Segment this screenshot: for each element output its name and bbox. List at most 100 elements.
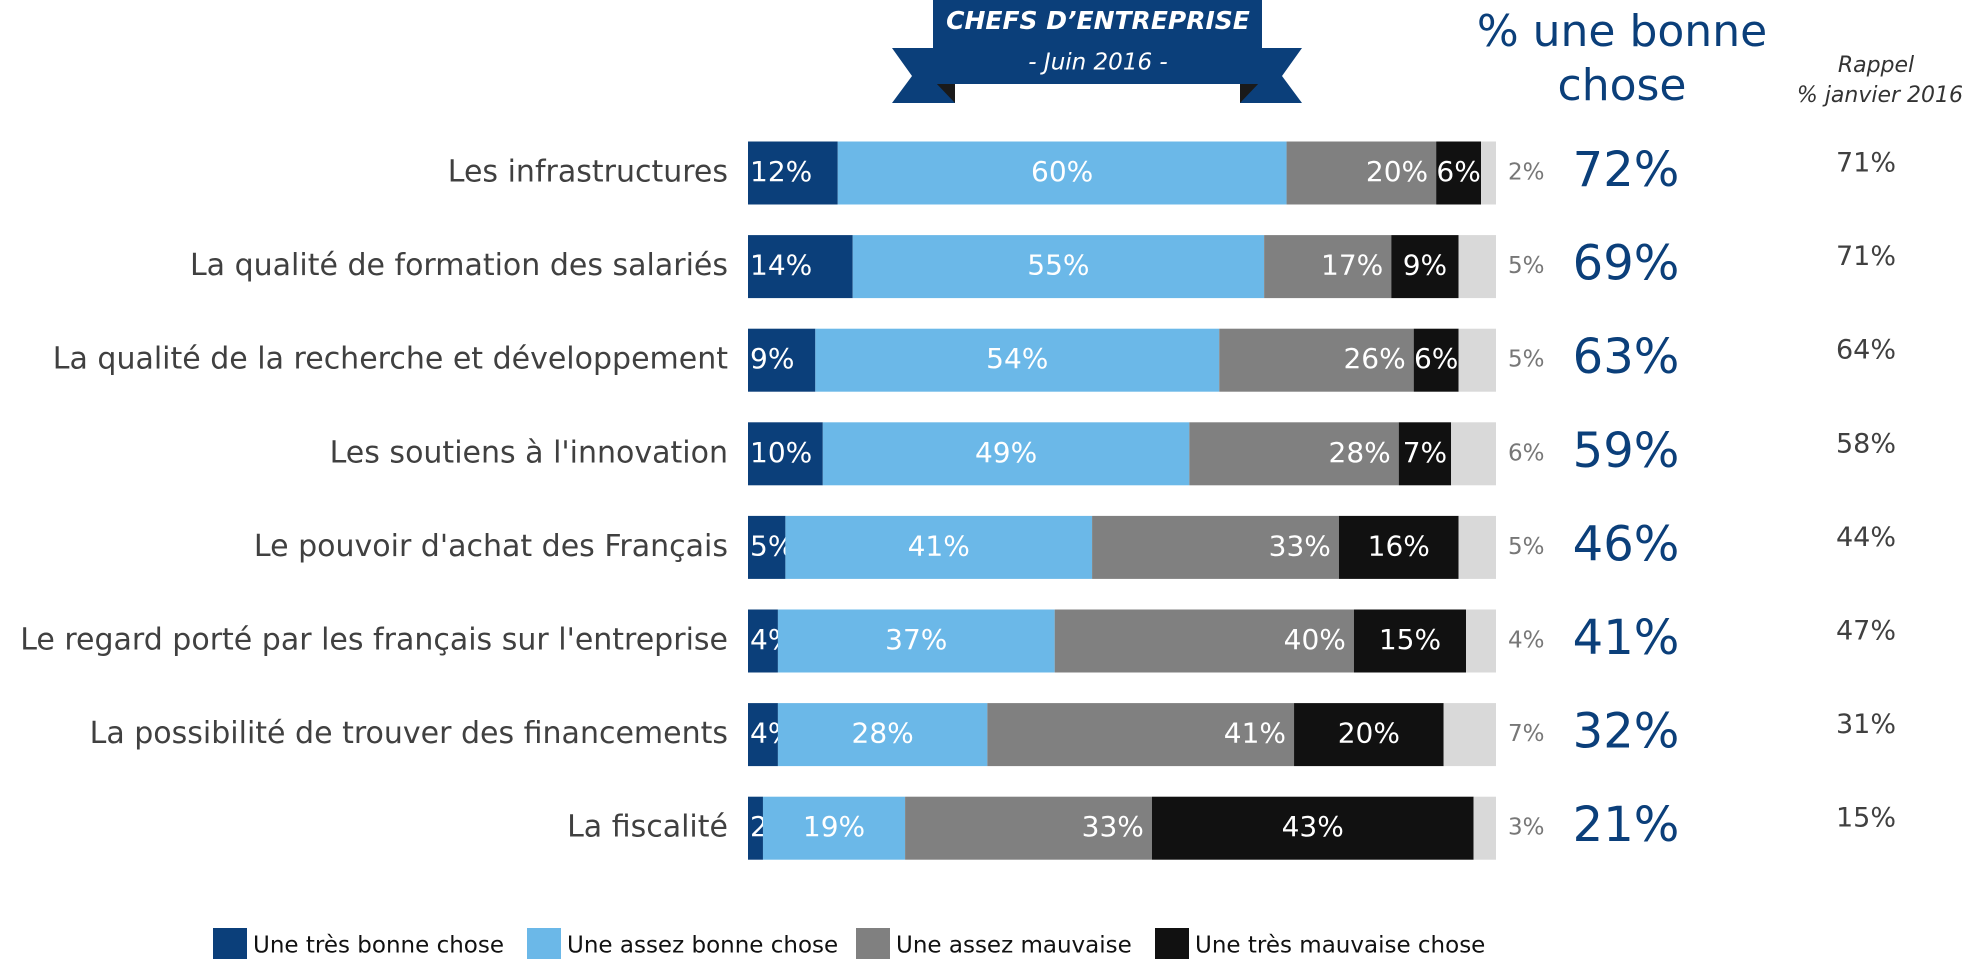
bar-segment: [1436, 141, 1482, 205]
bar-segment: [1413, 328, 1459, 392]
ribbon-fold: [935, 82, 955, 103]
data-label: 6%: [1508, 440, 1545, 466]
bar-segment: [777, 703, 988, 767]
legend-label: Une assez bonne chose: [567, 933, 838, 959]
data-label: 9%: [1403, 249, 1447, 282]
bar-segment: [748, 328, 816, 392]
bar-segment: [1443, 703, 1496, 767]
bar-segment: [905, 796, 1152, 860]
banner-subtitle: - Juin 2016 -: [1028, 50, 1167, 76]
data-label: 33%: [1082, 810, 1144, 843]
data-label: 40%: [1284, 623, 1346, 656]
data-label: 14%: [750, 249, 812, 282]
legend-swatch: [213, 928, 247, 959]
data-label: 6%: [1436, 155, 1480, 188]
column-title: % janvier 2016: [1797, 83, 1963, 108]
good-value: 72%: [1573, 142, 1680, 198]
data-label: 5%: [1508, 253, 1545, 279]
data-label: 7%: [1403, 436, 1447, 469]
data-label: 20%: [1338, 717, 1400, 750]
bar-segment: [785, 515, 1093, 579]
bar-segment: [1458, 235, 1496, 299]
bar-segment: [1451, 422, 1496, 486]
bar-segment: [748, 422, 823, 486]
bar-segment: [1151, 796, 1474, 860]
column-title: chose: [1558, 60, 1687, 111]
bar-segment: [1054, 609, 1354, 673]
data-label: 16%: [1368, 529, 1430, 562]
recall-value: 15%: [1836, 803, 1896, 834]
bar-segment: [1398, 422, 1452, 486]
legend-swatch: [1155, 928, 1189, 959]
good-value: 59%: [1573, 423, 1680, 479]
data-label: 3%: [1508, 815, 1545, 841]
data-label: 12%: [750, 155, 812, 188]
good-value: 46%: [1573, 516, 1680, 572]
bar-segment: [1466, 609, 1496, 673]
data-label: 26%: [1343, 342, 1405, 375]
bar-segment: [1264, 235, 1392, 299]
bar-segment: [748, 796, 763, 860]
data-label: 49%: [975, 436, 1037, 469]
data-label: 17%: [1321, 249, 1383, 282]
category-label: La possibilité de trouver des financemen…: [90, 716, 728, 751]
category-label: Les soutiens à l'innovation: [330, 435, 728, 470]
bar-segment: [1338, 515, 1459, 579]
bar-segment: [748, 609, 778, 673]
legend-label: Une assez mauvaise: [896, 933, 1132, 959]
data-label: 9%: [750, 342, 794, 375]
good-value: 21%: [1573, 797, 1680, 853]
data-label: 6%: [1414, 342, 1458, 375]
bar-segment: [748, 235, 853, 299]
bar-segment: [1458, 328, 1496, 392]
recall-value: 47%: [1836, 616, 1896, 647]
category-label: La qualité de formation des salariés: [190, 248, 728, 283]
good-value: 63%: [1573, 329, 1680, 385]
data-label: 19%: [803, 810, 865, 843]
bar-segment: [1481, 141, 1496, 205]
bar-segment: [815, 328, 1220, 392]
column-title: Rappel: [1838, 53, 1914, 78]
data-label: 60%: [1031, 155, 1093, 188]
data-label: 5%: [1508, 534, 1545, 560]
data-label: 15%: [1379, 623, 1441, 656]
recall-value: 44%: [1836, 522, 1896, 553]
bar-segment: [1092, 515, 1339, 579]
bar-segment: [762, 796, 906, 860]
category-label: La qualité de la recherche et développem…: [53, 342, 728, 377]
data-label: 28%: [852, 717, 914, 750]
bar-segment: [987, 703, 1295, 767]
data-label: 43%: [1282, 810, 1344, 843]
recall-value: 71%: [1836, 148, 1896, 179]
data-label: 5%: [1508, 347, 1545, 373]
bar-segment: [852, 235, 1265, 299]
bar-segment: [1458, 515, 1496, 579]
data-label: 54%: [986, 342, 1048, 375]
bar-segment: [1473, 796, 1496, 860]
banner-title: CHEFS D’ENTREPRISE: [946, 6, 1250, 35]
data-label: 4%: [1508, 628, 1545, 654]
data-label: 10%: [750, 436, 812, 469]
legend-swatch: [527, 928, 561, 959]
bar-segment: [1294, 703, 1444, 767]
bar-segment: [837, 141, 1287, 205]
recall-value: 58%: [1836, 428, 1896, 459]
data-label: 41%: [1224, 717, 1286, 750]
data-label: 7%: [1508, 721, 1545, 747]
legend-label: Une très mauvaise chose: [1195, 933, 1485, 959]
data-label: 20%: [1366, 155, 1428, 188]
bar-segment: [822, 422, 1190, 486]
good-value: 32%: [1573, 704, 1680, 760]
legend-label: Une très bonne chose: [253, 933, 504, 959]
good-value: 69%: [1573, 236, 1680, 292]
data-label: 28%: [1329, 436, 1391, 469]
ribbon-fold: [1240, 82, 1260, 103]
bar-segment: [1189, 422, 1399, 486]
data-label: 2%: [1508, 160, 1545, 186]
bar-segment: [1353, 609, 1467, 673]
banner-box: [933, 0, 1262, 84]
banner: CHEFS D’ENTREPRISE - Juin 2016 -: [892, 0, 1302, 103]
bar-segment: [748, 141, 838, 205]
column-title: % une bonne: [1477, 6, 1767, 57]
